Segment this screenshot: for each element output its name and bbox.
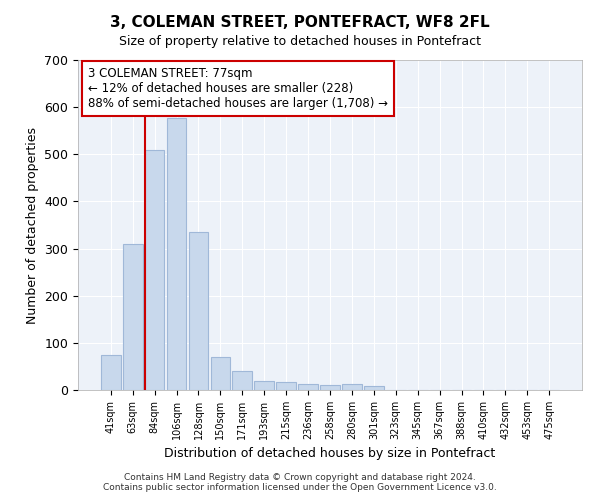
Bar [101,354,121,390]
Bar [254,380,274,390]
Bar [364,386,384,390]
Bar [320,386,340,390]
Bar [167,118,187,390]
Text: Size of property relative to detached houses in Pontefract: Size of property relative to detached ho… [119,35,481,48]
Bar [276,382,296,390]
Bar [232,371,252,390]
Bar [123,244,143,390]
Bar [211,357,230,390]
X-axis label: Distribution of detached houses by size in Pontefract: Distribution of detached houses by size … [164,448,496,460]
Bar [342,384,362,390]
Bar [188,232,208,390]
Bar [145,150,164,390]
Text: 3, COLEMAN STREET, PONTEFRACT, WF8 2FL: 3, COLEMAN STREET, PONTEFRACT, WF8 2FL [110,15,490,30]
Text: Contains HM Land Registry data © Crown copyright and database right 2024.
Contai: Contains HM Land Registry data © Crown c… [103,473,497,492]
Bar [298,384,318,390]
Text: 3 COLEMAN STREET: 77sqm
← 12% of detached houses are smaller (228)
88% of semi-d: 3 COLEMAN STREET: 77sqm ← 12% of detache… [88,66,388,110]
Y-axis label: Number of detached properties: Number of detached properties [26,126,39,324]
